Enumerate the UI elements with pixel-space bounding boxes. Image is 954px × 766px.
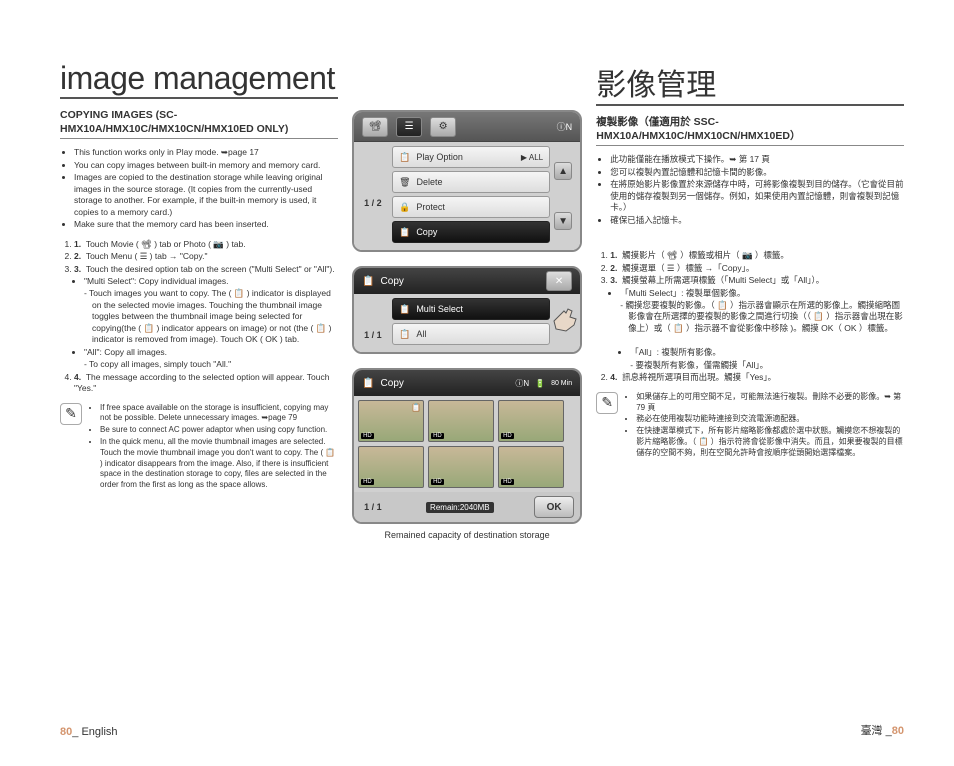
copy-icon: 📋	[362, 276, 374, 287]
step: 訊息將視所選項目而出現。觸摸「Yes」。	[622, 372, 776, 382]
lcd-screen-thumbnails: 📋 Copy ⓘN 🔋 80 Min HD📋 HD HD HD HD HD 1 /…	[352, 368, 582, 524]
option-all[interactable]: 📋All	[392, 323, 550, 345]
note-item: Be sure to connect AC power adaptor when…	[100, 425, 338, 436]
bullet: You can copy images between built-in mem…	[74, 160, 338, 171]
lcd-screen-copy-options: 📋 Copy ✕ 1 / 1 📋Multi Select 📋All	[352, 266, 582, 354]
page-number: 80	[892, 725, 904, 737]
page-number: 80	[60, 726, 72, 738]
step: 觸摸螢幕上所需選項標籤（「Multi Select」或「All」）。	[622, 275, 824, 285]
page-counter: 1 / 1	[360, 500, 386, 514]
bullet: Images are copied to the destination sto…	[74, 172, 338, 218]
thumbnail[interactable]: HD📋	[358, 400, 424, 442]
time-remaining: 80 Min	[551, 380, 572, 387]
subheading-en: COPYING IMAGES (SC-HMX10A/HMX10C/HMX10CN…	[60, 109, 338, 139]
storage-icon: ⓘN	[515, 378, 529, 389]
thumbnail[interactable]: HD	[428, 446, 494, 488]
step: 觸摸影片（ 📽 ）標籤或相片（ 📷 ）標籤。	[622, 250, 789, 260]
note-item: 務必在使用複製功能時連接到交流電源適配器。	[636, 414, 904, 425]
note-icon: ✎	[60, 403, 82, 425]
thumbnail[interactable]: HD	[498, 400, 564, 442]
scroll-up-icon[interactable]: ▲	[554, 162, 572, 180]
step: Touch Movie ( 📽 ) tab or Photo ( 📷 ) tab…	[86, 239, 246, 249]
menu-delete[interactable]: 🗑Delete	[392, 171, 550, 193]
step: 觸摸選單（ ☰ ）標籤 →「Copy」。	[622, 263, 754, 273]
menu-copy[interactable]: 📋Copy	[392, 221, 550, 243]
hd-badge: HD	[431, 479, 444, 485]
footer-right: 臺灣 _80	[861, 722, 904, 738]
substep: 「All」: 複製所有影像。	[630, 347, 721, 357]
screen-title: Copy	[381, 276, 404, 287]
subsubstep: 要複製所有影像，僅需觸摸「All」。	[638, 360, 904, 371]
subheading-zh: 複製影像（僅適用於 SSC-HMX10A/HMX10C/HMX10CN/HMX1…	[596, 116, 904, 146]
option-multi-select[interactable]: 📋Multi Select	[392, 298, 550, 320]
page-counter: 1 / 1	[360, 328, 388, 342]
menu-tab-icon[interactable]: ☰	[396, 117, 422, 137]
page-counter: 1 / 2	[360, 196, 388, 210]
close-icon[interactable]: ✕	[546, 271, 572, 291]
screen-title: Copy	[381, 378, 404, 389]
steps-en: 1. Touch Movie ( 📽 ) tab or Photo ( 📷 ) …	[60, 239, 338, 395]
note-item: In the quick menu, all the movie thumbna…	[100, 437, 338, 491]
step: Touch the desired option tab on the scre…	[86, 264, 335, 274]
bullet: 您可以複製內置記憶體和記憶卡間的影像。	[610, 167, 904, 178]
lcd-screen-menu: 📽 ☰ ⚙ ⓘN 1 / 2 📋Play Option▶ ALL 🗑Delete…	[352, 110, 582, 252]
step: The message according to the selected op…	[74, 372, 330, 393]
intro-bullets-en: This function works only in Play mode. ➥…	[60, 147, 338, 230]
remain-capacity: Remain:2040MB	[426, 502, 494, 513]
hd-badge: HD	[501, 479, 514, 485]
thumbnail[interactable]: HD	[358, 446, 424, 488]
note-item: If free space available on the storage i…	[100, 403, 338, 425]
footer-left: 80_ English	[60, 726, 118, 738]
hd-badge: HD	[361, 433, 374, 439]
movie-tab-icon[interactable]: 📽	[362, 117, 388, 137]
note-block-en: ✎ If free space available on the storage…	[60, 403, 338, 492]
bullet: This function works only in Play mode. ➥…	[74, 147, 338, 158]
caption: Remained capacity of destination storage	[348, 530, 586, 540]
bullet: 確保已插入記憶卡。	[610, 215, 904, 226]
copy-icon: 📋	[362, 378, 374, 389]
bullet: 在將原始影片影像置於來源儲存中時，可將影像複製到目的儲存。（它會從目前使用的儲存…	[610, 179, 904, 213]
thumbnail[interactable]: HD	[428, 400, 494, 442]
steps-zh-cont: 「All」: 複製所有影像。 要複製所有影像，僅需觸摸「All」。 4. 訊息將…	[596, 347, 904, 383]
steps-zh: 1. 觸摸影片（ 📽 ）標籤或相片（ 📷 ）標籤。 2. 觸摸選單（ ☰ ）標籤…	[596, 250, 904, 334]
scroll-down-icon[interactable]: ▼	[554, 212, 572, 230]
note-block-zh: ✎ 如果儲存上的可用空間不足，可能無法進行複製。刪除不必要的影像。➥ 第 79 …	[596, 392, 904, 460]
note-icon: ✎	[596, 392, 618, 414]
note-item: 如果儲存上的可用空間不足，可能無法進行複製。刪除不必要的影像。➥ 第 79 頁	[636, 392, 904, 414]
hd-badge: HD	[501, 433, 514, 439]
pointing-hand-icon	[546, 303, 582, 343]
storage-icon: ⓘN	[557, 120, 573, 133]
hd-badge: HD	[431, 433, 444, 439]
ok-button[interactable]: OK	[534, 496, 574, 518]
menu-play-option[interactable]: 📋Play Option▶ ALL	[392, 146, 550, 168]
subsubstep: 觸摸您要複製的影像。（ 📋 ）指示器會顯示在所選的影像上。觸摸縮略圖影像會在所選…	[628, 300, 904, 334]
settings-tab-icon[interactable]: ⚙	[430, 117, 456, 137]
step: Touch Menu ( ☰ ) tab → "Copy."	[86, 251, 208, 261]
thumbnail[interactable]: HD	[498, 446, 564, 488]
hd-badge: HD	[361, 479, 374, 485]
note-item: 在快捷選單模式下，所有影片縮略影像都處於選中狀態。觸摸您不想複製的影片縮略影像。…	[636, 426, 904, 458]
substep: 「Multi Select」: 複製單個影像。	[620, 288, 745, 298]
subsubstep: To copy all images, simply touch "All."	[92, 359, 338, 370]
substep: "Multi Select": Copy individual images.	[84, 276, 228, 286]
menu-protect[interactable]: 🔒Protect	[392, 196, 550, 218]
title-english: image management	[60, 60, 338, 99]
title-chinese: 影像管理	[596, 60, 904, 106]
substep: "All": Copy all images.	[84, 347, 167, 357]
bullet: 此功能僅能在播放模式下操作。➥ 第 17 頁	[610, 154, 904, 165]
intro-bullets-zh: 此功能僅能在播放模式下操作。➥ 第 17 頁 您可以複製內置記憶體和記憶卡間的影…	[596, 154, 904, 226]
bullet: Make sure that the memory card has been …	[74, 219, 338, 230]
subsubstep: Touch images you want to copy. The ( 📋 )…	[92, 288, 338, 345]
battery-icon: 🔋	[535, 379, 545, 388]
